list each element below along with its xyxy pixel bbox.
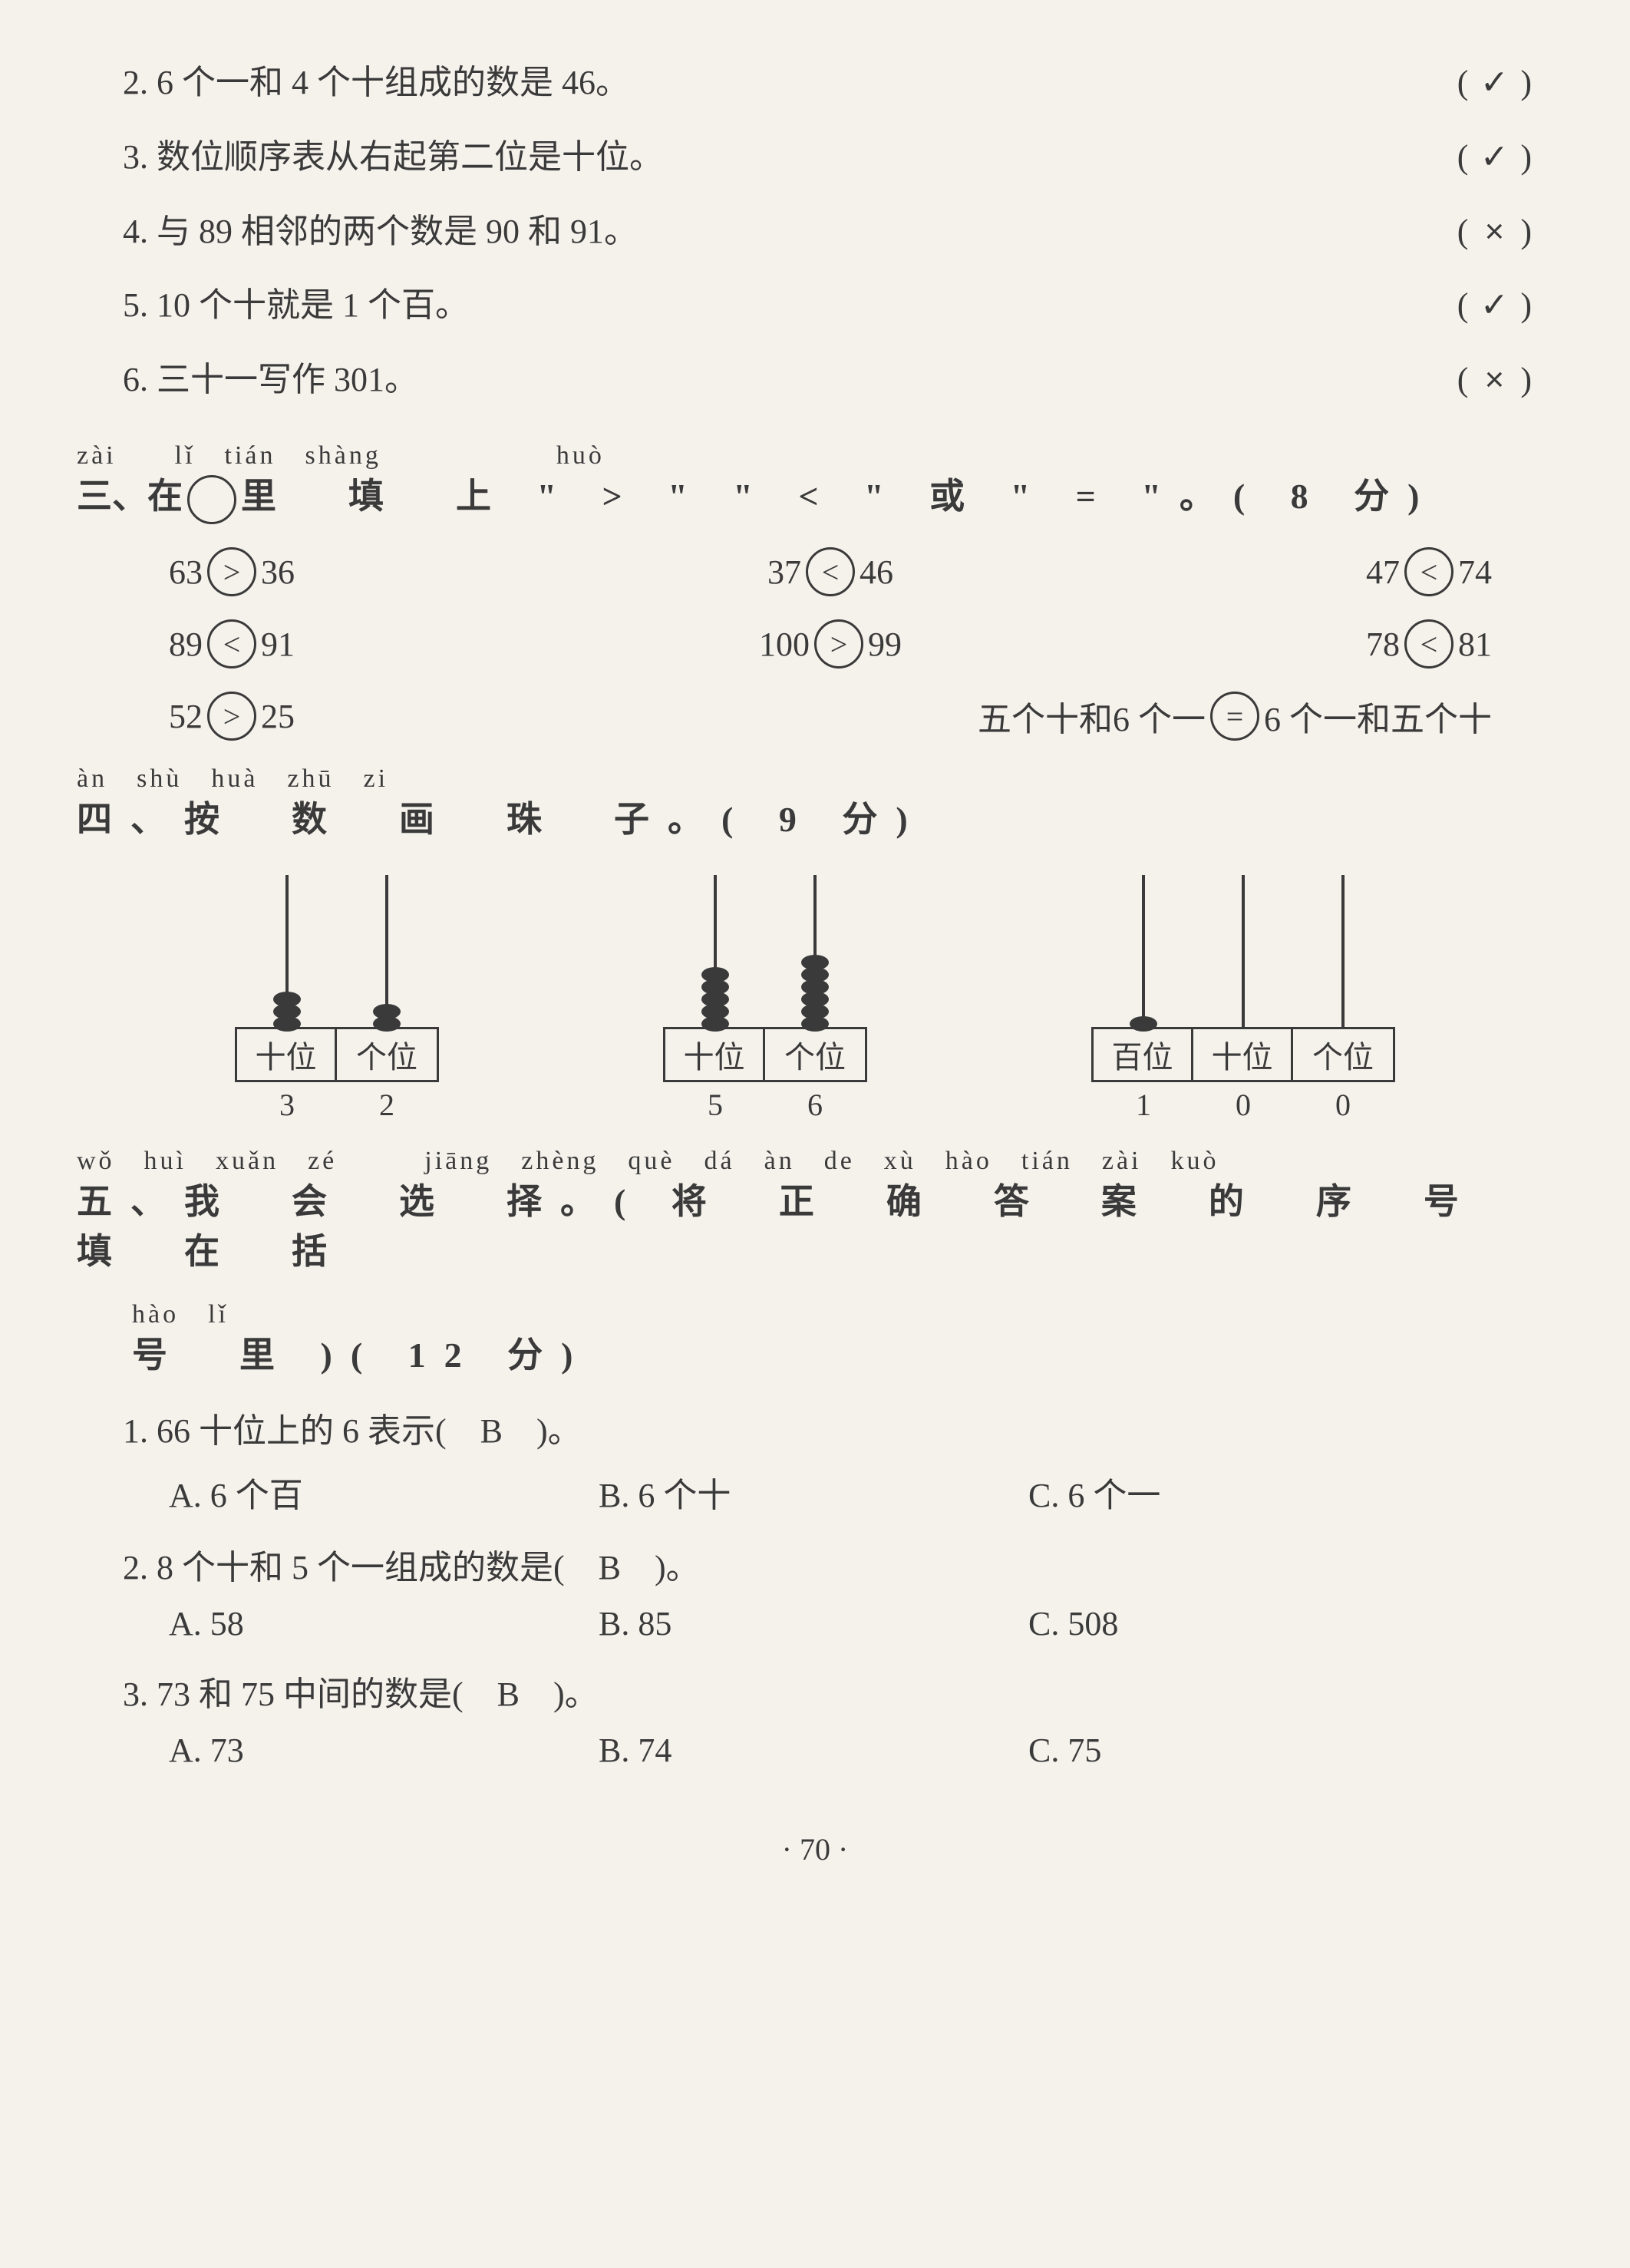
operator-circle: = (1210, 692, 1259, 741)
operator-circle: < (806, 547, 855, 596)
abacus-number: 0 (1193, 1082, 1293, 1123)
abacus-label: 十位 (1193, 1029, 1293, 1080)
compare-item: 63>36 (169, 547, 295, 596)
tf-line: 5. 10 个十就是 1 个百。 (✓) (77, 269, 1553, 343)
compare-row: 89<91 100>99 78<81 (77, 619, 1553, 669)
compare-item: 89<91 (169, 619, 295, 669)
tf-answer: (✓) (1457, 269, 1538, 343)
abacus-number: 3 (237, 1082, 337, 1123)
abacus-number: 1 (1094, 1082, 1193, 1123)
tf-answer: (×) (1457, 195, 1538, 269)
tf-answer: (✓) (1457, 120, 1538, 195)
abacus-number: 5 (665, 1082, 765, 1123)
tf-text: 3. 数位顺序表从右起第二位是十位。 (123, 120, 663, 195)
mc-question: 2. 8 个十和 5 个一组成的数是( B )。 (77, 1540, 1553, 1589)
mc-question: 3. 73 和 75 中间的数是( B )。 (77, 1666, 1553, 1715)
abacus-label: 个位 (337, 1029, 437, 1080)
mc-options: A. 73B. 74C. 75 (77, 1731, 1553, 1770)
abacus-rod (385, 875, 388, 1028)
operator-circle: < (1404, 547, 1453, 596)
abacus-label: 个位 (1293, 1029, 1393, 1080)
sec3-title-post: 里 填 上 " > " " < " 或 " = "。( 8 分) (241, 472, 1438, 521)
tf-line: 2. 6 个一和 4 个十组成的数是 46。 (✓) (77, 46, 1553, 120)
operator-circle: < (1404, 619, 1453, 669)
abacus-rod (1242, 875, 1245, 1028)
abacus-number: 0 (1293, 1082, 1393, 1123)
page-footer: · 70 · (77, 1831, 1553, 1867)
tf-text: 4. 与 89 相邻的两个数是 90 和 91。 (123, 195, 638, 269)
tf-text: 2. 6 个一和 4 个十组成的数是 46。 (123, 46, 629, 120)
mc-option: B. 74 (599, 1731, 1028, 1770)
mc-option: C. 508 (1028, 1604, 1118, 1643)
sec5-pinyin2: hào lǐ (77, 1299, 1553, 1331)
sec4-pinyin: àn shù huà zhū zi (77, 764, 1553, 795)
operator-circle: > (207, 692, 256, 741)
abacus-label: 个位 (765, 1029, 865, 1080)
sec5-title1: 五、我 会 选 择。( 将 正 确 答 案 的 序 号 填 在 括 (77, 1177, 1553, 1276)
mc-options: A. 6 个百B. 6 个十C. 6 个一 (77, 1467, 1553, 1517)
operator-circle: > (207, 547, 256, 596)
mc-option: A. 6 个百 (169, 1467, 599, 1517)
abacus-label: 十位 (665, 1029, 765, 1080)
compare-item: 47<74 (1366, 547, 1492, 596)
operator-circle: < (207, 619, 256, 669)
abacus-label: 百位 (1094, 1029, 1193, 1080)
mc-option: C. 75 (1028, 1731, 1101, 1770)
mc-question: 1. 66 十位上的 6 表示( B )。 (77, 1403, 1553, 1452)
mc-option: A. 58 (169, 1604, 599, 1643)
tf-line: 3. 数位顺序表从右起第二位是十位。 (✓) (77, 120, 1553, 195)
compare-row: 63>36 37<46 47<74 (77, 547, 1553, 596)
blank-circle (187, 475, 236, 524)
tf-text: 6. 三十一写作 301。 (123, 343, 418, 418)
abacus: 百位十位个位100 (1091, 875, 1395, 1123)
tf-line: 6. 三十一写作 301。 (×) (77, 343, 1553, 418)
sec3-pinyin: zài lǐ tián shàng huò (77, 441, 1553, 472)
compare-item: 37<46 (767, 547, 893, 596)
tf-text: 5. 10 个十就是 1 个百。 (123, 269, 469, 343)
sec3-title: 三、在 里 填 上 " > " " < " 或 " = "。( 8 分) (77, 472, 1553, 524)
tf-line: 4. 与 89 相邻的两个数是 90 和 91。 (×) (77, 195, 1553, 269)
tf-answer: (✓) (1457, 46, 1538, 120)
abacus-rod (1142, 875, 1145, 1028)
abacus-rod (1341, 875, 1345, 1028)
abacus: 十位个位32 (235, 875, 439, 1123)
compare-row: 52>25 五个十和6 个一=6 个一和五个十 (77, 692, 1553, 741)
abacus: 十位个位56 (663, 875, 867, 1123)
abacus-rod (813, 875, 817, 1028)
abacus-rod (714, 875, 717, 1028)
mc-option: C. 6 个一 (1028, 1467, 1160, 1517)
operator-circle: > (814, 619, 863, 669)
compare-item: 五个十和6 个一=6 个一和五个十 (978, 692, 1492, 741)
compare-item: 100>99 (759, 619, 902, 669)
sec5-title2: 号 里 )( 12 分) (77, 1331, 1553, 1380)
sec5-pinyin1: wǒ huì xuǎn zé jiāng zhèng què dá àn de … (77, 1146, 1553, 1177)
compare-item: 78<81 (1366, 619, 1492, 669)
abacus-number: 2 (337, 1082, 437, 1123)
sec4-title: 四、按 数 画 珠 子。( 9 分) (77, 795, 1553, 844)
mc-option: A. 73 (169, 1731, 599, 1770)
sec3-title-pre: 三、在 (77, 477, 183, 516)
mc-option: B. 6 个十 (599, 1467, 1028, 1517)
mc-options: A. 58B. 85C. 508 (77, 1604, 1553, 1643)
abacus-label: 十位 (237, 1029, 337, 1080)
abacus-number: 6 (765, 1082, 865, 1123)
mc-option: B. 85 (599, 1604, 1028, 1643)
abacus-rod (285, 875, 289, 1028)
tf-answer: (×) (1457, 343, 1538, 418)
compare-item: 52>25 (169, 692, 295, 741)
